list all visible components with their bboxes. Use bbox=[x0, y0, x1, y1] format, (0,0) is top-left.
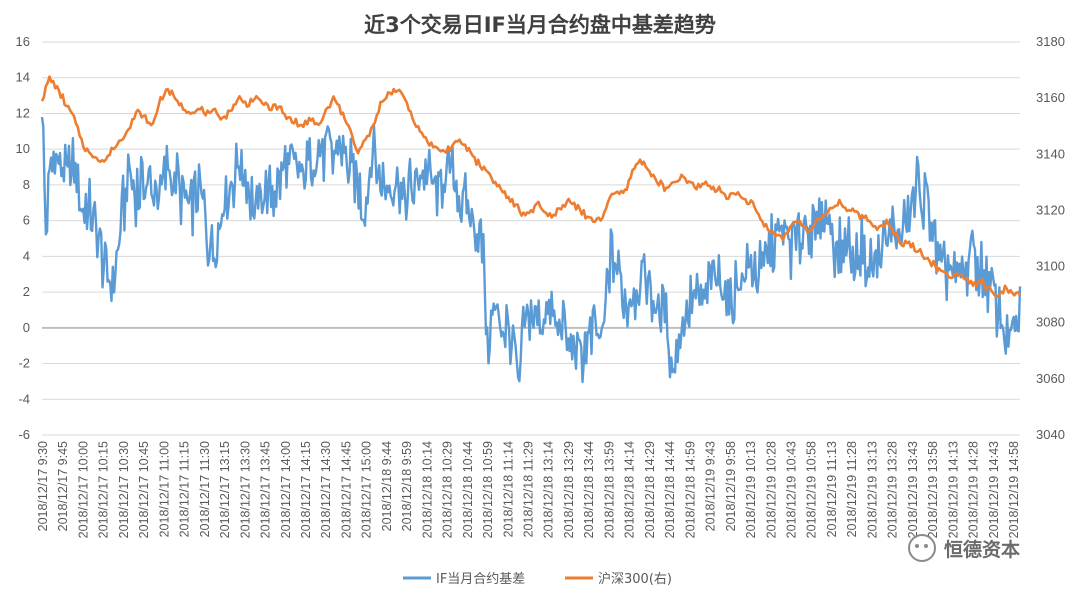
y-left-tick-label: 4 bbox=[23, 248, 30, 263]
watermark: 恒德资本 bbox=[908, 534, 1020, 562]
x-tick-label: 2018/12/19 14:13 bbox=[946, 441, 960, 538]
x-tick-label: 2018/12/17 11:15 bbox=[178, 441, 192, 537]
y-left-tick-label: -4 bbox=[18, 391, 30, 406]
y-left-tick-label: 2 bbox=[23, 284, 30, 299]
x-tick-label: 2018/12/17 13:45 bbox=[259, 441, 273, 538]
x-tick-label: 2018/12/18 14:29 bbox=[643, 441, 657, 538]
x-tick-label: 2018/12/17 15:00 bbox=[360, 441, 374, 538]
x-tick-label: 2018/12/19 9:58 bbox=[724, 441, 738, 531]
y-left-tick-label: 14 bbox=[16, 70, 30, 85]
y-left-tick-label: 10 bbox=[16, 141, 30, 156]
x-tick-label: 2018/12/18 13:29 bbox=[562, 441, 576, 538]
x-tick-label: 2018/12/18 10:14 bbox=[420, 441, 434, 538]
watermark-text: 恒德资本 bbox=[944, 538, 1020, 561]
x-tick-label: 2018/12/17 14:15 bbox=[299, 441, 313, 538]
x-tick-label: 2018/12/17 10:45 bbox=[137, 441, 151, 538]
y-axis-right: 3180 3160 3140 3120 3100 3080 3060 3040 bbox=[1036, 34, 1065, 442]
wechat-icon-eye bbox=[915, 544, 919, 548]
y-right-tick-label: 3040 bbox=[1036, 427, 1065, 442]
x-tick-label: 2018/12/19 14:43 bbox=[987, 441, 1001, 538]
wechat-icon-eye bbox=[924, 544, 928, 548]
x-tick-label: 2018/12/18 9:59 bbox=[400, 441, 414, 531]
x-tick-label: 2018/12/19 10:13 bbox=[744, 441, 758, 538]
x-tick-label: 2018/12/17 9:30 bbox=[36, 441, 50, 531]
y-left-tick-label: 0 bbox=[23, 320, 30, 335]
x-axis: 2018/12/17 9:30 2018/12/17 9:45 2018/12/17… bbox=[36, 441, 1021, 538]
x-tick-label: 2018/12/19 13:58 bbox=[926, 441, 940, 538]
x-tick-label: 2018/12/18 14:14 bbox=[623, 441, 637, 538]
x-tick-label: 2018/12/19 13:43 bbox=[906, 441, 920, 538]
x-tick-label: 2018/12/18 10:59 bbox=[481, 441, 495, 538]
y-left-tick-label: 12 bbox=[16, 105, 30, 120]
x-tick-label: 2018/12/17 10:15 bbox=[97, 441, 111, 538]
x-tick-label: 2018/12/17 14:30 bbox=[319, 441, 333, 538]
x-tick-label: 2018/12/17 9:45 bbox=[56, 441, 70, 531]
x-tick-label: 2018/12/18 14:44 bbox=[663, 441, 677, 538]
x-tick-label: 2018/12/19 10:28 bbox=[764, 441, 778, 538]
y-right-tick-label: 3100 bbox=[1036, 259, 1065, 274]
y-left-tick-label: -6 bbox=[18, 427, 30, 442]
legend-label-hs300: 沪深300(右) bbox=[598, 571, 672, 587]
x-tick-label: 2018/12/18 9:44 bbox=[380, 441, 394, 531]
x-tick-label: 2018/12/18 13:44 bbox=[582, 441, 596, 538]
x-tick-label: 2018/12/19 9:43 bbox=[704, 441, 718, 531]
x-tick-label: 2018/12/17 13:30 bbox=[238, 441, 252, 538]
wechat-icon bbox=[908, 534, 936, 562]
x-tick-label: 2018/12/18 11:14 bbox=[501, 441, 515, 537]
y-left-tick-label: -2 bbox=[18, 356, 30, 371]
y-right-tick-label: 3140 bbox=[1036, 146, 1065, 161]
y-right-tick-label: 3180 bbox=[1036, 34, 1065, 49]
x-tick-label: 2018/12/17 13:15 bbox=[218, 441, 232, 538]
legend: IF当月合约基差 沪深300(右) bbox=[403, 571, 672, 587]
x-tick-label: 2018/12/18 11:29 bbox=[522, 441, 536, 537]
y-right-tick-label: 3060 bbox=[1036, 371, 1065, 386]
x-tick-label: 2018/12/19 13:28 bbox=[886, 441, 900, 538]
x-tick-label: 2018/12/19 11:13 bbox=[825, 441, 839, 537]
x-tick-label: 2018/12/19 10:43 bbox=[784, 441, 798, 538]
x-tick-label: 2018/12/17 14:00 bbox=[279, 441, 293, 538]
x-tick-label: 2018/12/19 11:28 bbox=[845, 441, 859, 537]
y-left-tick-label: 6 bbox=[23, 213, 30, 228]
x-tick-label: 2018/12/17 14:45 bbox=[339, 441, 353, 538]
y-left-tick-label: 16 bbox=[16, 34, 30, 49]
x-tick-label: 2018/12/18 13:14 bbox=[542, 441, 556, 538]
x-tick-label: 2018/12/18 10:29 bbox=[441, 441, 455, 538]
x-tick-label: 2018/12/17 10:00 bbox=[76, 441, 90, 538]
x-tick-label: 2018/12/17 10:30 bbox=[117, 441, 131, 538]
series-line-basis bbox=[40, 116, 1022, 384]
y-left-tick-label: 8 bbox=[23, 177, 30, 192]
y-right-tick-label: 3120 bbox=[1036, 202, 1065, 217]
y-right-tick-label: 3160 bbox=[1036, 90, 1065, 105]
series-line-hs300 bbox=[40, 75, 1022, 299]
x-tick-label: 2018/12/19 14:28 bbox=[967, 441, 981, 538]
grid bbox=[42, 41, 1020, 436]
x-tick-label: 2018/12/19 14:58 bbox=[1007, 441, 1021, 538]
x-tick-label: 2018/12/19 10:58 bbox=[805, 441, 819, 538]
x-tick-label: 2018/12/19 13:13 bbox=[865, 441, 879, 538]
y-right-tick-label: 3080 bbox=[1036, 315, 1065, 330]
x-tick-label: 2018/12/18 13:59 bbox=[602, 441, 616, 538]
y-axis-left: 16 14 12 10 8 6 4 2 0 -2 -4 -6 bbox=[16, 34, 30, 442]
legend-label-basis: IF当月合约基差 bbox=[436, 572, 525, 587]
chart-title: 近3个交易日IF当月合约盘中基差趋势 bbox=[364, 13, 716, 37]
series-layer bbox=[40, 75, 1022, 384]
x-tick-label: 2018/12/18 10:44 bbox=[461, 441, 475, 538]
x-tick-label: 2018/12/17 11:00 bbox=[157, 441, 171, 537]
x-tick-label: 2018/12/18 14:59 bbox=[683, 441, 697, 538]
x-tick-label: 2018/12/17 11:30 bbox=[198, 441, 212, 537]
